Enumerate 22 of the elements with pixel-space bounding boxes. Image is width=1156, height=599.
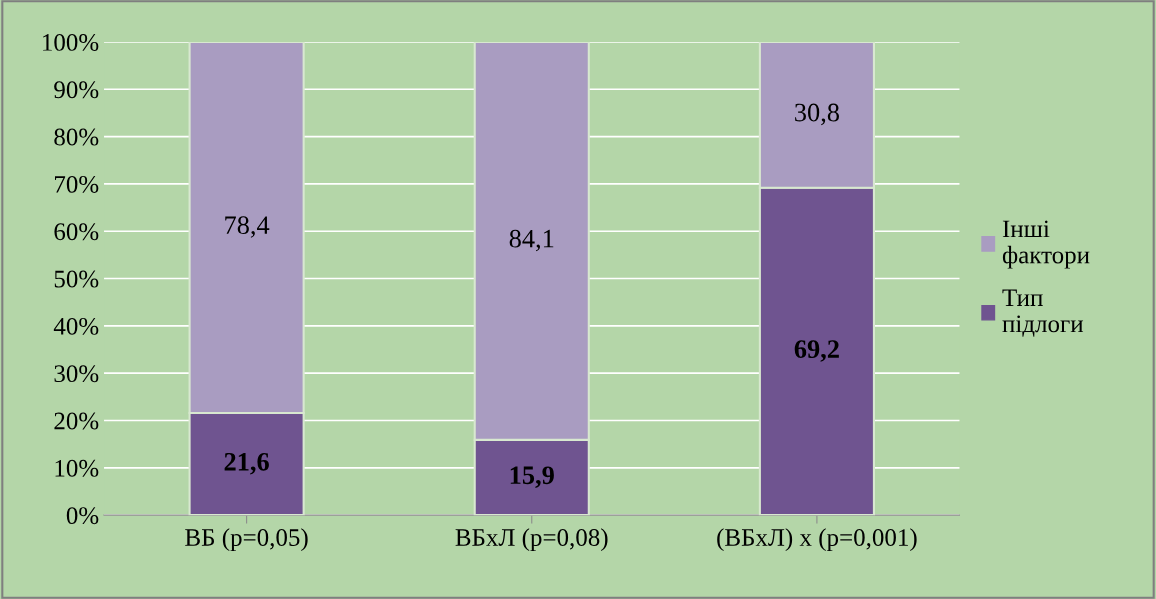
data-label: 69,2 <box>794 340 839 362</box>
y-tick-label: 70% <box>55 175 99 193</box>
y-tick-label: 0% <box>66 507 99 525</box>
x-tick-label: ВБ (p=0,05) <box>185 528 308 552</box>
data-label: 30,8 <box>795 103 839 126</box>
y-tick-label: 30% <box>54 365 99 383</box>
data-label: 21,6 <box>224 452 269 475</box>
data-label: 15,9 <box>510 466 554 488</box>
y-tick-label: 50% <box>54 270 99 288</box>
legend-label: Інші фактори <box>1002 220 1090 269</box>
x-tick-label: ВБхЛ (p=0,08) <box>455 528 608 552</box>
y-tick-label: 10% <box>55 459 99 477</box>
legend-label: Тип підлоги <box>1002 289 1084 337</box>
y-tick-label: 80% <box>54 128 99 146</box>
y-tick-label: 100% <box>43 33 99 51</box>
data-label: 78,4 <box>225 216 270 238</box>
data-label: 84,1 <box>509 229 554 252</box>
x-tick-label: (ВБхЛ) х (p=0,001) <box>717 528 917 552</box>
y-tick-label: 40% <box>53 317 99 335</box>
y-tick-label: 60% <box>54 223 99 241</box>
y-tick-label: 20% <box>54 412 99 430</box>
y-tick-label: 90% <box>54 81 99 99</box>
